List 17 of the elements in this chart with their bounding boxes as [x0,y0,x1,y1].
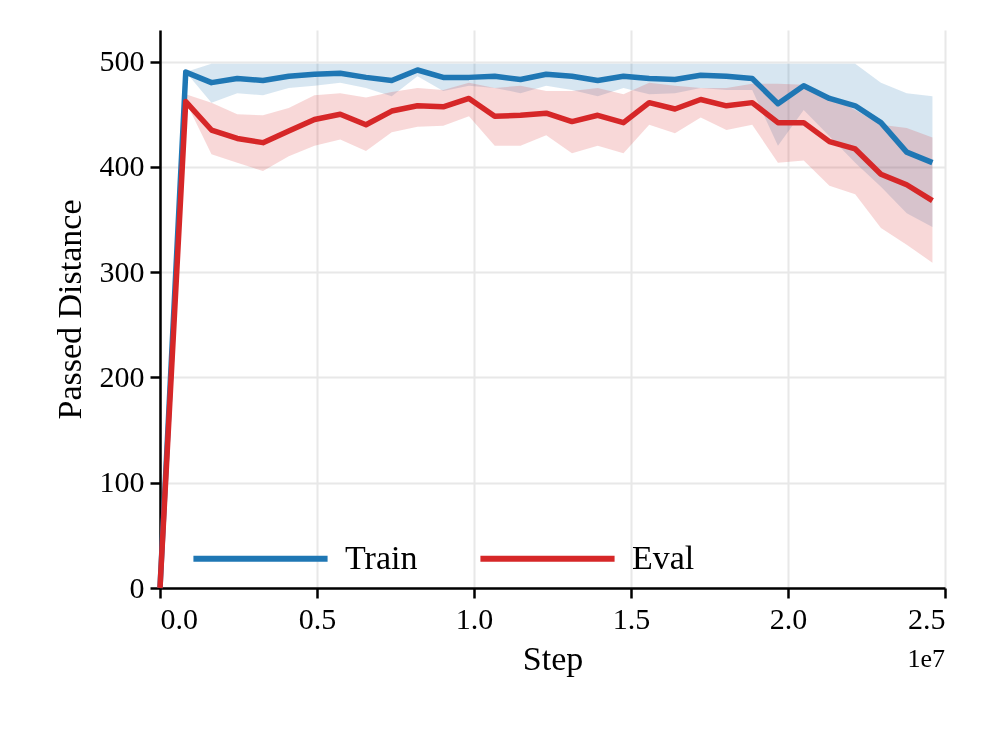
y-tick-label: 100 [99,465,145,499]
legend-label: Eval [632,538,695,576]
y-tick-label: 500 [99,44,145,78]
text: 1e7 [907,644,945,673]
x-tick-label: 2.0 [769,601,808,635]
legend-label: Train [345,538,418,576]
x-tick-label: 2.5 [908,601,946,635]
x-tick-label: 1.0 [455,601,494,635]
y-tick-label: 0 [129,570,145,604]
x-tick-label: 0.5 [298,601,337,635]
y-tick-label: 400 [99,149,145,183]
x-tick-label: 0.0 [160,601,198,635]
y-axis-title: Passed Distance [50,199,88,420]
x-axis-title: Step [522,639,584,677]
y-tick-label: 300 [99,254,145,288]
y-tick-label: 200 [99,359,145,393]
x-tick-label: 1.5 [612,601,651,635]
